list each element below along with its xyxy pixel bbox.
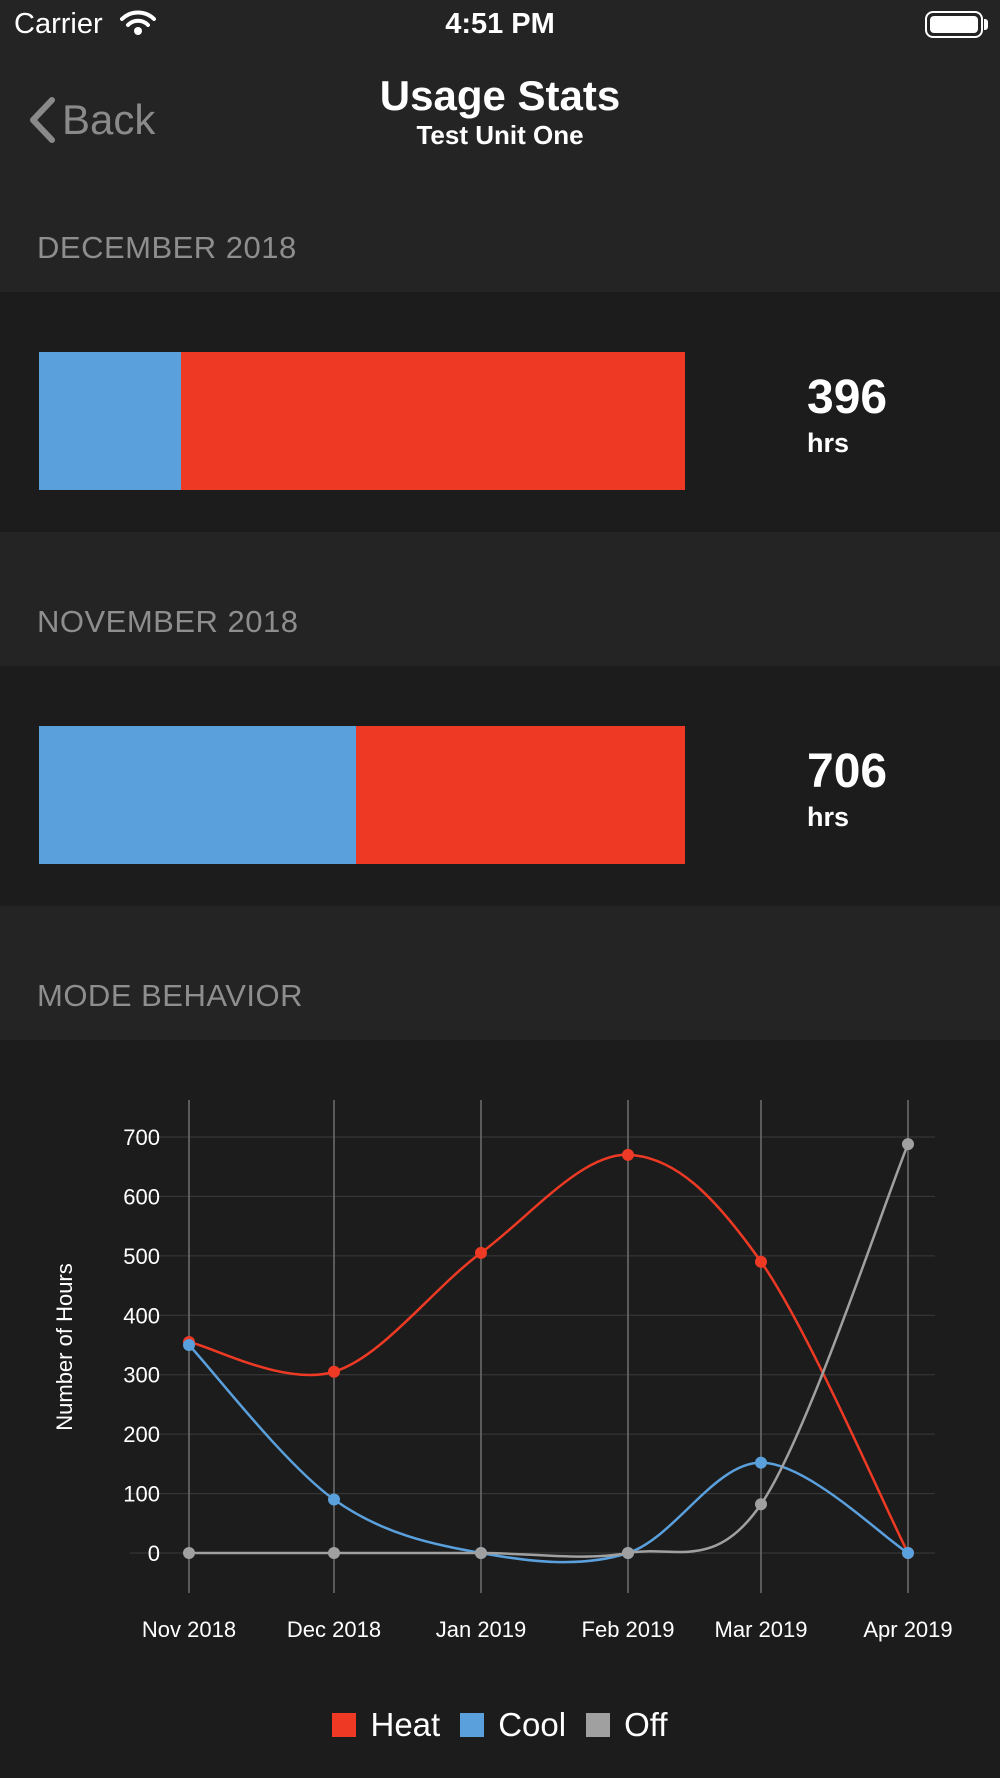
- heat-data-point: [328, 1365, 340, 1378]
- chart-panel: [0, 1040, 1000, 1778]
- y-tick-label: 700: [123, 1125, 160, 1150]
- usage-bar: [39, 726, 685, 864]
- y-axis-label: Number of Hours: [52, 1263, 77, 1431]
- legend-swatch: [586, 1713, 611, 1737]
- x-tick-label: Feb 2019: [582, 1617, 675, 1642]
- off-data-point: [183, 1547, 195, 1559]
- legend-label: Heat: [370, 1706, 441, 1743]
- heat-data-point: [755, 1255, 767, 1268]
- section-header-november: NOVEMBER 2018: [0, 532, 1000, 666]
- off-data-point: [328, 1547, 340, 1559]
- hours-unit: hrs: [807, 428, 850, 458]
- section-header-mode-behavior: MODE BEHAVIOR: [0, 906, 1000, 1040]
- page-subtitle: Test Unit One: [416, 120, 584, 150]
- heat-data-point: [475, 1246, 487, 1259]
- back-button[interactable]: Back: [28, 90, 155, 150]
- carrier-label: Carrier: [14, 8, 103, 40]
- cool-data-point: [902, 1547, 914, 1559]
- usage-row-december[interactable]: 396 hrs: [0, 292, 1000, 532]
- x-tick-label: Nov 2018: [142, 1617, 236, 1642]
- cool-series-line: [188, 1344, 909, 1564]
- battery-cap: [984, 19, 988, 30]
- legend-item-off: Off: [586, 1706, 668, 1744]
- legend-swatch: [460, 1713, 485, 1737]
- navigation-bar: Back Usage Stats Test Unit One: [0, 50, 1000, 170]
- x-tick-label: Dec 2018: [287, 1617, 381, 1642]
- x-tick-label: Jan 2019: [436, 1617, 527, 1642]
- y-tick-label: 100: [123, 1482, 160, 1507]
- status-bar: Carrier 4:51 PM: [0, 0, 1000, 50]
- heat-segment: [355, 726, 685, 864]
- off-data-point: [475, 1547, 487, 1559]
- off-data-point: [902, 1138, 914, 1151]
- off-series-line: [189, 1143, 910, 1558]
- heat-data-point: [622, 1148, 634, 1161]
- legend-label: Cool: [498, 1706, 567, 1743]
- usage-bar: [39, 352, 685, 490]
- legend-swatch: [332, 1713, 357, 1737]
- cool-data-point: [755, 1456, 767, 1469]
- y-tick-label: 600: [123, 1184, 160, 1209]
- cool-segment: [39, 726, 356, 864]
- chart-legend: Heat Cool Off: [0, 1706, 1000, 1744]
- mode-behavior-chart: 0 100 200 300 400 500 600 700 Nov 2018 Dec 2018 Ja…: [52, 1100, 953, 1642]
- cool-data-point: [328, 1493, 340, 1506]
- hours-unit: hrs: [807, 802, 850, 832]
- section-header-label: NOVEMBER 2018: [37, 604, 299, 639]
- chevron-left-icon: [30, 97, 55, 143]
- y-tick-label: 500: [123, 1244, 160, 1269]
- y-tick-label: 300: [123, 1363, 160, 1388]
- usage-row-november[interactable]: 706 hrs: [0, 666, 1000, 906]
- back-label: Back: [62, 96, 156, 143]
- cool-data-point: [183, 1339, 195, 1351]
- y-tick-label: 0: [148, 1541, 160, 1566]
- cool-segment: [39, 352, 182, 490]
- wifi-icon: [120, 10, 156, 35]
- section-header-label: MODE BEHAVIOR: [37, 978, 304, 1013]
- x-tick-label: Apr 2019: [863, 1617, 952, 1642]
- off-data-point: [755, 1498, 767, 1511]
- y-tick-label: 400: [123, 1303, 160, 1328]
- clock: 4:51 PM: [445, 8, 555, 40]
- legend-item-heat: Heat: [332, 1706, 440, 1744]
- total-hours: 396: [807, 371, 888, 424]
- section-header-december: DECEMBER 2018: [0, 170, 1000, 292]
- legend-label: Off: [624, 1706, 668, 1743]
- section-header-label: DECEMBER 2018: [37, 230, 297, 265]
- off-data-point: [622, 1547, 634, 1559]
- page-title: Usage Stats: [379, 72, 621, 119]
- y-tick-label: 200: [123, 1422, 160, 1447]
- legend-item-cool: Cool: [460, 1706, 566, 1744]
- battery-icon: [925, 11, 983, 38]
- heat-segment: [181, 352, 685, 490]
- total-hours: 706: [807, 745, 888, 798]
- x-tick-label: Mar 2019: [715, 1617, 808, 1642]
